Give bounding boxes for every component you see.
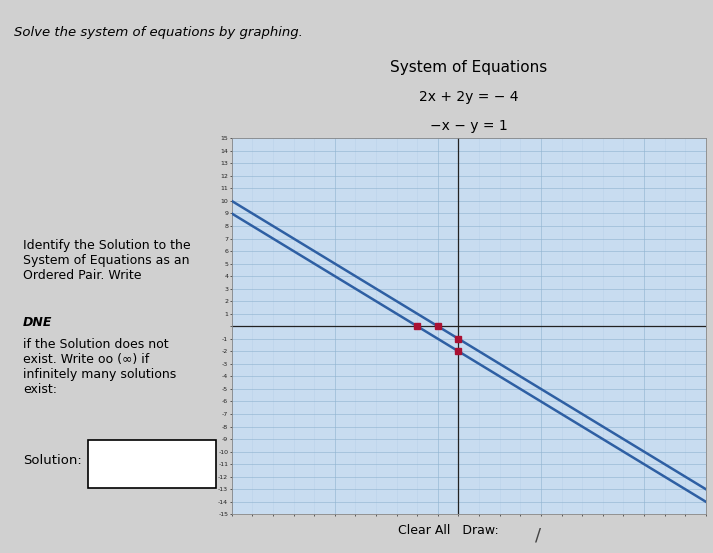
Text: Solution:: Solution: bbox=[23, 454, 81, 467]
Text: DNE: DNE bbox=[23, 316, 52, 329]
Text: 2x + 2y = − 4: 2x + 2y = − 4 bbox=[419, 90, 518, 103]
Text: Clear All   Draw:: Clear All Draw: bbox=[398, 524, 498, 538]
Text: Solve the system of equations by graphing.: Solve the system of equations by graphin… bbox=[14, 26, 303, 39]
Text: Identify the Solution to the
System of Equations as an
Ordered Pair. Write: Identify the Solution to the System of E… bbox=[23, 239, 190, 282]
Text: if the Solution does not
exist. Write oo (∞) if
infinitely many solutions
exist:: if the Solution does not exist. Write oo… bbox=[23, 338, 176, 397]
Text: /: / bbox=[535, 527, 541, 545]
FancyBboxPatch shape bbox=[88, 440, 216, 488]
Text: System of Equations: System of Equations bbox=[390, 60, 548, 75]
Text: −x − y = 1: −x − y = 1 bbox=[430, 119, 508, 133]
